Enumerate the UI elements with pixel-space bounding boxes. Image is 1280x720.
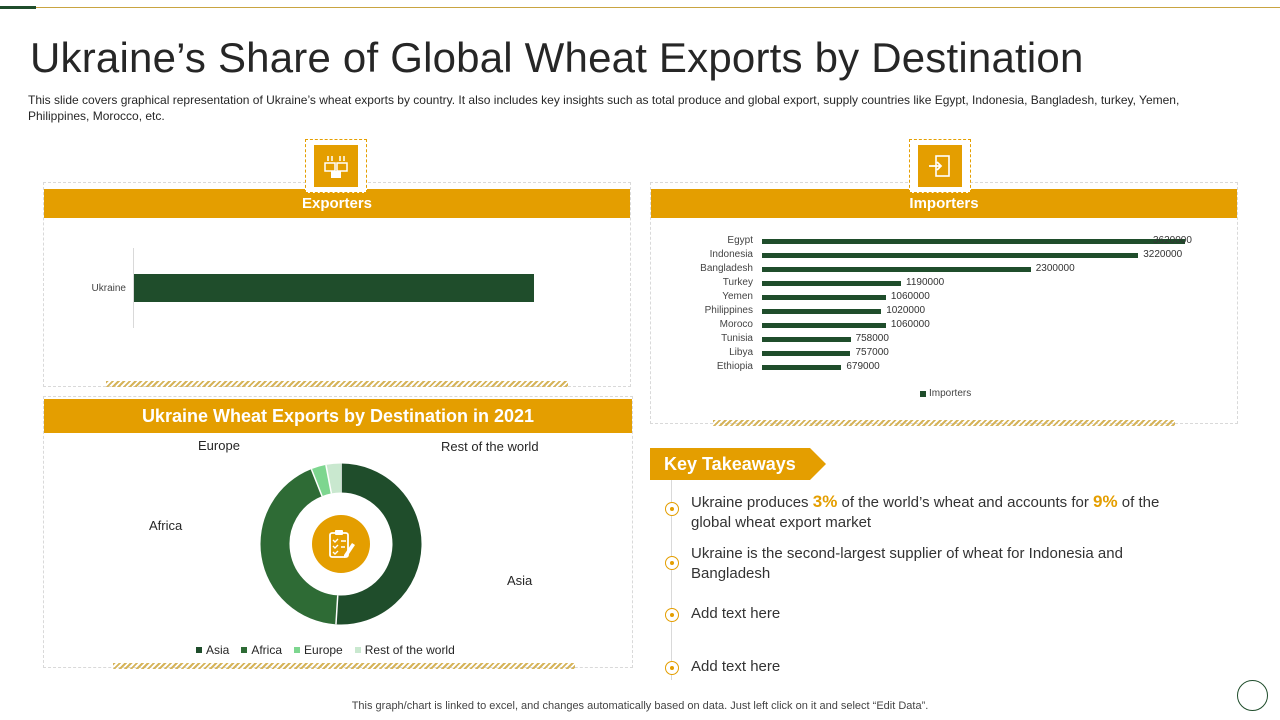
takeaway-2: Ukraine is the second-largest supplier o… [691,545,1123,582]
takeaway-1-text-b: of the world’s wheat and accounts for [837,494,1094,511]
importers-value-label: 679000 [846,361,880,372]
importers-legend-label: Importers [929,388,972,399]
top-accent-bar [0,6,36,9]
importers-bar [762,280,902,286]
takeaway-3: Add text here [691,605,781,622]
takeaway-1-text-c: of the global wheat export market [691,494,1160,531]
donut-header: Ukraine Wheat Exports by Destination in … [44,399,632,433]
donut-chart [260,463,422,625]
donut-separator [325,464,333,494]
clipboard-checklist-icon [312,515,370,573]
importers-value-label: 3620000 [1153,235,1192,246]
takeaway-bullet-2 [665,556,679,570]
importers-bar [762,350,851,356]
exporters-category-label: Ukraine [91,283,126,294]
importers-bar [762,336,851,342]
takeaway-bullet-4 [665,661,679,675]
donut-label-rest: Rest of the world [441,439,539,454]
importers-category-label: Indonesia [709,249,753,260]
importers-icon-frame [909,139,971,193]
importers-value-label: 1020000 [886,305,926,316]
page-title: Ukraine’s Share of Global Wheat Exports … [30,34,1084,81]
donut-legend-swatch [196,647,202,653]
donut-legend-item: Africa [241,643,282,657]
exporters-bar-ukraine [134,274,534,302]
importers-bar [762,364,842,370]
key-takeaways-tag: Key Takeaways [650,448,826,480]
importers-bar [762,238,1185,244]
exporters-axis [133,248,134,328]
importers-value-label: 2300000 [1035,263,1075,274]
nav-circle-button[interactable] [1237,680,1268,711]
donut-slice-asia [335,463,422,625]
donut-separator [335,595,339,625]
importers-value-label: 3220000 [1143,249,1183,260]
donut-legend-item: Asia [196,643,229,657]
donut-legend-swatch [294,647,301,653]
importers-legend-swatch [920,390,926,397]
donut-label-africa: Africa [149,518,183,533]
importers-category-label: Moroco [719,319,753,330]
donut-slice-rest-of-the-world [325,463,342,494]
takeaway-1: Ukraine produces 3% of the world’s wheat… [691,492,1171,533]
importers-value-label: 1060000 [890,319,930,330]
donut-label-europe: Europe [198,438,240,453]
takeaway-1-text-a: Ukraine produces [691,494,813,511]
takeaway-bullet-3 [665,608,679,622]
donut-legend-swatch [354,647,361,653]
donut-legend-item: Europe [294,643,343,657]
page-subtitle: This slide covers graphical representati… [28,93,1180,123]
donut-separator [310,468,323,497]
donut-legend-label: Africa [251,643,283,657]
donut-hatch [113,663,575,669]
importers-value-label: 758000 [855,333,889,344]
importers-header: Importers [651,189,1237,218]
importers-category-label: Egypt [727,235,753,246]
exporters-header: Exporters [44,189,630,218]
importers-category-label: Ethiopia [716,361,753,372]
donut-legend-label: Europe [304,643,343,657]
importers-value-label: 1060000 [890,291,930,302]
importers-value-label: 757000 [855,347,889,358]
boxes-icon [314,145,358,187]
donut-legend-label: Rest of the world [364,643,455,657]
takeaway-bullet-1 [665,502,679,516]
exporters-icon-frame [305,139,367,193]
donut-legend-item: Rest of the world [354,643,455,657]
importers-category-label: Libya [729,347,753,358]
importers-bar [762,322,886,328]
donut-slice-africa [260,469,339,625]
importers-value-label: 1190000 [906,277,945,288]
importers-bar [762,308,882,314]
takeaway-1-highlight-b: 9% [1093,492,1118,511]
importers-category-label: Tunisia [721,333,753,344]
importers-bar [762,252,1139,258]
importers-legend: Importers [920,388,971,399]
donut-legend-label: Asia [206,643,230,657]
importers-category-label: Yemen [722,291,753,302]
exporters-hatch [106,381,568,387]
importers-category-label: Bangladesh [700,263,753,274]
donut-slice-europe [311,464,332,497]
takeaway-4: Add text here [691,658,781,675]
donut-legend: Asia Africa Europe Rest of the world [196,643,455,657]
importers-hatch [713,420,1175,426]
importers-category-label: Turkey [722,277,753,288]
donut-label-asia: Asia [507,573,533,588]
import-icon [918,145,962,187]
takeaways-timeline [671,480,672,680]
importers-bar [762,294,886,300]
footer-note: This graph/chart is linked to excel, and… [351,700,929,712]
top-rule [0,7,1280,8]
donut-legend-swatch [241,647,248,653]
takeaway-1-highlight-a: 3% [812,492,838,511]
importers-bar [762,266,1031,272]
importers-category-label: Philippines [704,305,753,316]
